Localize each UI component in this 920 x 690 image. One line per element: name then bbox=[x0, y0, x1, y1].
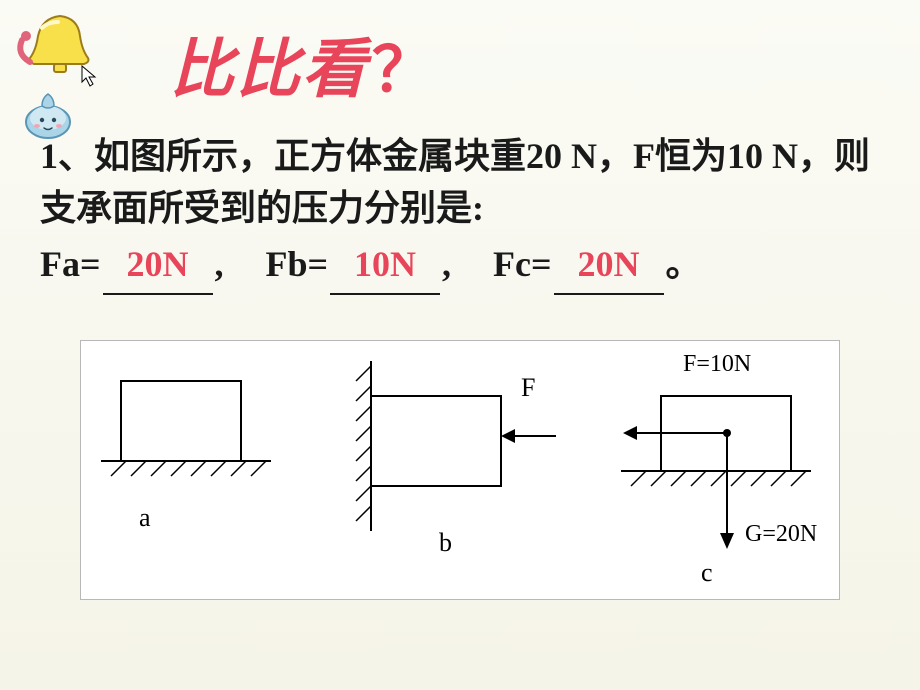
subfigure-a: a bbox=[101, 381, 271, 532]
c-force-top: F=10N bbox=[683, 351, 751, 377]
fb-blank: 10N bbox=[330, 238, 440, 294]
title-qmark: ？ bbox=[372, 36, 434, 105]
answers-line: Fa= 20N , Fb= 10N , Fc= 20N 。 bbox=[40, 238, 880, 294]
fa-label: Fa= bbox=[40, 238, 101, 290]
b-label: b bbox=[439, 528, 452, 557]
a-label: a bbox=[139, 503, 151, 532]
cursor-icon bbox=[82, 66, 95, 86]
c-weight: G=20N bbox=[745, 521, 817, 547]
problem-lead: 1、如图所示，正方体金属块重20 N，F恒为10 N，则支承面所受到的压力分别是… bbox=[40, 130, 880, 234]
fc-label: Fc= bbox=[493, 238, 551, 290]
fc-blank: 20N bbox=[554, 238, 664, 294]
sep-2: , bbox=[442, 238, 451, 290]
physics-diagram: a F b F=10N bbox=[80, 340, 840, 600]
page-title: 比比看？ bbox=[170, 18, 434, 110]
c-label: c bbox=[701, 558, 713, 587]
subfigure-c: F=10N G=20N c bbox=[621, 351, 817, 587]
fb-label: Fb= bbox=[266, 238, 329, 290]
subfigure-b: F b bbox=[356, 361, 556, 557]
b-F-label: F bbox=[521, 373, 535, 402]
sep-1: , bbox=[215, 238, 224, 290]
fb-answer: 10N bbox=[354, 244, 416, 284]
fc-answer: 20N bbox=[578, 244, 640, 284]
decorative-icons bbox=[12, 10, 112, 145]
title-text: 比比看 bbox=[170, 34, 368, 105]
problem-block: 1、如图所示，正方体金属块重20 N，F恒为10 N，则支承面所受到的压力分别是… bbox=[40, 130, 880, 295]
fa-blank: 20N bbox=[103, 238, 213, 294]
bell-icon bbox=[20, 16, 88, 72]
sep-3: 。 bbox=[666, 238, 702, 290]
fa-answer: 20N bbox=[127, 244, 189, 284]
